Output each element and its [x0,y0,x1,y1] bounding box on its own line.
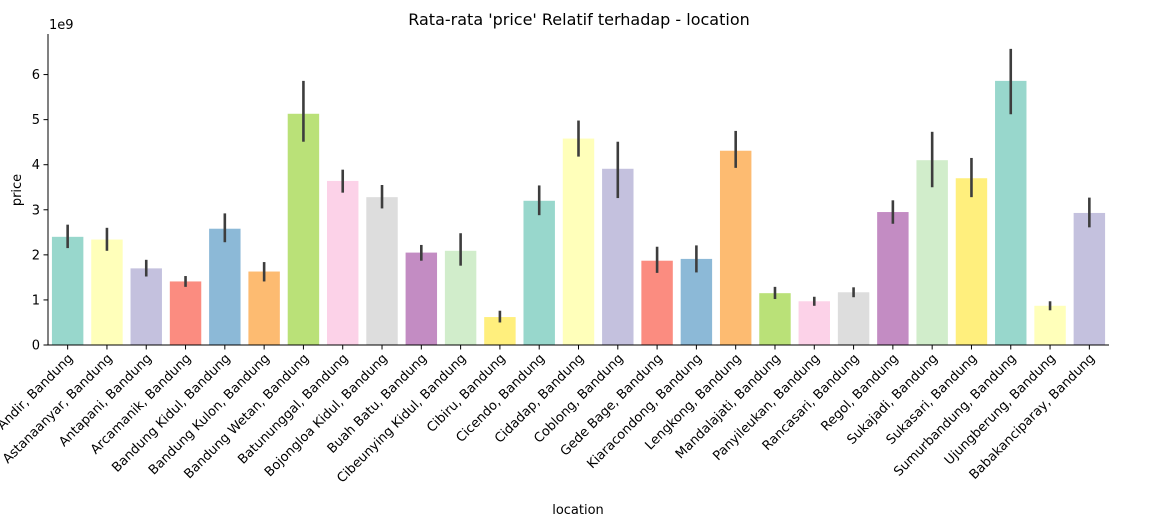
bar [680,258,713,345]
bar [641,260,673,345]
y-tick-label: 1 [32,293,40,308]
bar [877,212,909,345]
bar [405,252,438,345]
bar [248,271,280,345]
bar [1034,305,1066,345]
bar [798,301,830,345]
y-tick-label: 3 [32,203,40,218]
bar [995,80,1027,345]
bar [366,197,398,345]
y-tick-label: 6 [32,68,40,83]
bar [955,178,988,345]
y-tick-label: 4 [32,158,40,173]
bar [287,113,320,345]
x-axis-label: location [552,503,604,518]
bar [837,292,870,345]
bar [444,250,477,345]
bar [602,168,634,345]
error-bars-group [66,48,1091,323]
y-scale-label: 1e9 [49,18,74,33]
bar [719,150,752,345]
bar [916,160,948,345]
bars-group [51,80,1106,345]
bar [759,293,791,345]
bar [130,268,162,345]
y-axis: 0 1 2 3 4 5 6 [32,34,49,354]
bar [51,236,84,345]
bar [562,138,595,345]
y-tick-label: 5 [32,113,40,128]
y-tick-label: 2 [32,248,40,263]
bar [209,228,241,345]
y-tick-label: 0 [32,339,40,354]
chart-title: Rata-rata 'price' Relatif terhadap - loc… [408,10,750,29]
bar [169,281,202,345]
bar [1073,212,1106,345]
bar [523,200,555,345]
y-axis-label: price [10,174,25,206]
bar [327,180,359,345]
bar [91,239,123,345]
